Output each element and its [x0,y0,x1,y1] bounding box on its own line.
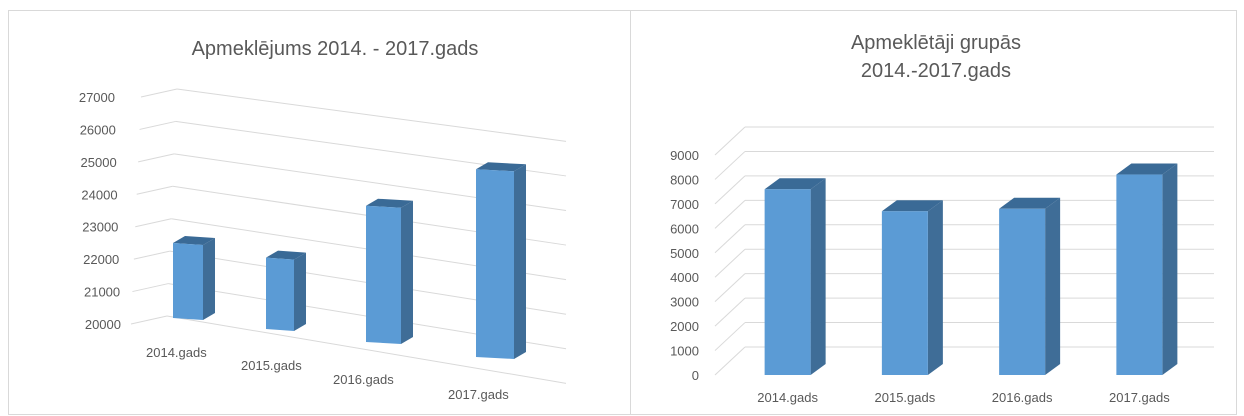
x-tick-label: 2014.gads [757,390,818,405]
gridline-left-bevel [140,88,178,98]
bar-side [810,178,826,375]
y-tick-labels: 0 1000 2000 3000 4000 5000 6000 7000 8000 9000 [670,148,699,383]
x-tick-labels: 2014.gads 2015.gads 2016.gads 2017.gads [757,390,1170,405]
x-tick-labels: 2014.gads 2015.gads 2016.gads 2017.gads [146,345,509,402]
y-tick-label: 3000 [670,295,699,310]
bar-side [1045,197,1061,375]
bar-top [476,162,526,172]
bars [173,162,526,359]
bar [881,200,943,375]
y-tick-label: 22000 [83,252,119,267]
bar-side [203,238,215,320]
bar-front [999,208,1046,375]
bar-top [366,198,413,208]
x-tick-label: 2015.gads [875,390,936,405]
bar-front [366,205,401,344]
y-tick-label: 6000 [670,221,699,236]
x-tick-label: 2017.gads [448,387,509,402]
gridline-left-bevel [136,185,173,195]
gridline-bevel [714,151,746,180]
x-tick-label: 2016.gads [333,372,394,387]
y-tick-label: 4000 [670,270,699,285]
gridline-left-bevel [135,218,172,228]
y-tick-label: 25000 [81,155,117,170]
y-tick-label: 7000 [670,197,699,212]
gridline-bevel [714,322,746,351]
bar-front [1116,174,1163,375]
bar-side [1162,163,1178,375]
y-tick-label: 23000 [82,220,118,235]
bar [476,162,526,359]
bar [173,236,215,320]
gridline-bevel [714,199,746,229]
y-tick-label: 26000 [80,122,116,137]
bar-front [173,243,203,320]
gridline-bevel [714,273,746,303]
bar [999,197,1061,375]
bar [1116,163,1178,375]
gridline-bevel [714,224,746,254]
bars [764,163,1178,375]
y-tick-label: 0 [692,368,699,383]
gridline-left-bevel [130,315,168,325]
bar-front [764,189,811,375]
gridline-bevel [714,297,746,327]
bar-side [401,200,413,344]
gridline-left-bevel [132,283,169,293]
x-tick-label: 2016.gads [992,390,1053,405]
y-tick-label: 20000 [85,317,121,332]
gridline [176,88,567,142]
bar-side [294,252,306,331]
gridline-bevel [714,175,746,205]
bar-top [999,197,1061,209]
y-tick-label: 5000 [670,246,699,261]
bar [366,198,413,344]
gridline [166,315,567,384]
gridline-bevel [714,126,746,156]
bar-top [1116,163,1178,175]
bar-top [266,250,306,260]
y-tick-label: 24000 [81,187,117,202]
gridline-bevel [714,346,746,376]
y-tick-label: 8000 [670,172,699,187]
gridline-left-bevel [139,120,176,130]
bar-front [476,169,514,359]
y-tick-labels: 20000 21000 22000 23000 24000 25000 26000 27000 [79,90,121,332]
y-tick-label: 21000 [84,285,120,300]
bar-front [881,211,928,375]
chart-panel-visits: Apmeklējums 2014. - 2017.gads 20000 21000… [8,10,630,415]
bar [266,250,306,331]
bar-top [173,236,215,245]
chart-title-line-1: Apmeklētāji grupās [851,32,1021,54]
chart-title-line-2: 2014.-2017.gads [861,60,1011,82]
gridline-left-bevel [138,153,175,163]
x-tick-label: 2017.gads [1109,390,1170,405]
bar-top [764,178,826,190]
bar-side [927,200,943,375]
group-visitors-chart: Apmeklētāji grupās 2014.-2017.gads 0 1000… [670,32,1214,405]
chart-title: Apmeklējums 2014. - 2017.gads [192,38,479,60]
bar [764,178,826,375]
chart-panel-group-visitors: Apmeklētāji grupās 2014.-2017.gads 0 1000… [630,10,1237,415]
x-tick-label: 2014.gads [146,345,207,360]
bar-front [266,257,294,331]
bar-side [514,164,526,359]
bar-top [881,200,943,212]
y-tick-label: 2000 [670,319,699,334]
y-tick-label: 27000 [79,90,115,105]
x-tick-label: 2015.gads [241,358,302,373]
visits-chart: Apmeklējums 2014. - 2017.gads 20000 21000… [79,38,567,402]
gridline-left-bevel [133,250,170,260]
gridline-bevel [714,248,746,278]
y-tick-label: 1000 [670,344,699,359]
y-tick-label: 9000 [670,148,699,163]
